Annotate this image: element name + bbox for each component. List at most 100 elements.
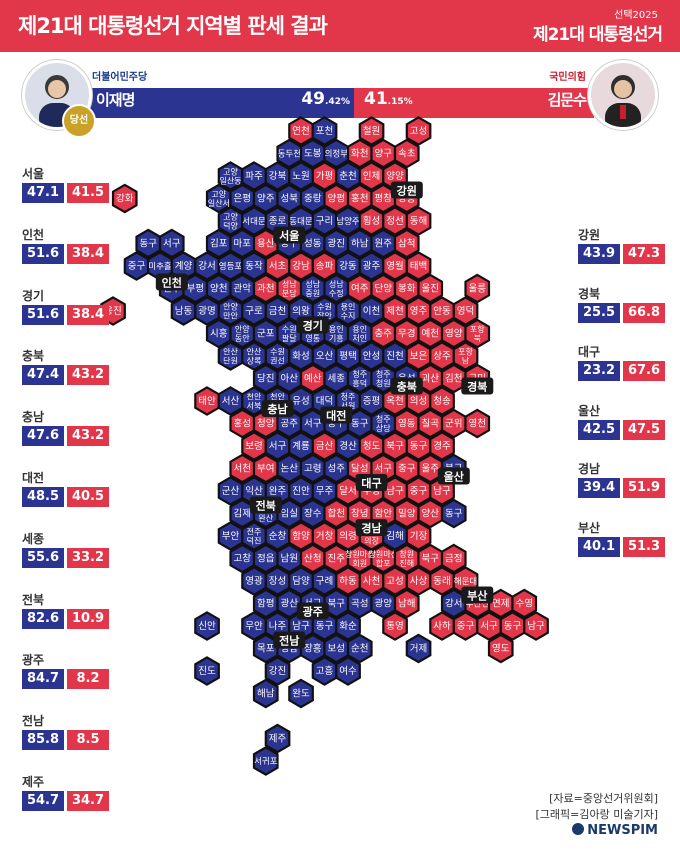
region-dem-share: 48.5 (22, 487, 64, 507)
district-hex: 예천 (417, 318, 444, 349)
region-name: 전북 (22, 592, 45, 607)
district-name: 청주 (341, 393, 356, 402)
district-name: 금천 (269, 306, 286, 317)
district-name: 남 (462, 357, 470, 366)
district-name: 도봉 (304, 149, 322, 160)
district-name: 중구 (457, 621, 475, 632)
district-name: 예천 (422, 329, 439, 340)
province-label-bg (296, 602, 329, 620)
district-name: 동안 (235, 333, 250, 343)
district-name: 남구 (527, 621, 545, 632)
province-label-bg (390, 181, 423, 199)
district-name: 덕양 (223, 221, 238, 231)
district-hex: 북구 (417, 543, 444, 574)
region-name: 인천 (22, 227, 45, 242)
district-hex: 서귀포 (252, 746, 279, 776)
district-name: 송파 (316, 261, 334, 272)
district-name: 남구 (386, 486, 404, 497)
district-name: 군위 (445, 418, 462, 430)
ppp-pct-int: 41 (364, 89, 388, 109)
district-name: 동구 (445, 509, 463, 520)
district-name: 영덕 (457, 306, 474, 317)
province-label-text: 울산 (444, 470, 464, 484)
district-hex: 시흥 (205, 318, 232, 349)
district-hex: 기장 (405, 521, 432, 551)
district-name: 서원 (341, 402, 356, 411)
district-hex-shape (417, 273, 444, 304)
district-hex: 양평 (323, 183, 350, 214)
district-name: 해운대 (454, 577, 477, 587)
district-name: 기흥 (329, 333, 344, 343)
district-hex: 서구 (476, 611, 502, 641)
region-name: 세종 (22, 531, 45, 546)
region-dem-share: 85.8 (22, 730, 64, 751)
district-hex: 단양 (370, 273, 397, 304)
district-name: 홍천 (351, 193, 368, 205)
dem-candidate-avatar (22, 60, 92, 130)
region-stat-경북: 경북 25.5 66.8 (578, 285, 668, 323)
district-hex: 고성 (382, 566, 408, 596)
province-label-bg (273, 226, 306, 244)
region-dem-share: 55.6 (22, 547, 64, 568)
district-name: 의창 (364, 536, 379, 546)
province-label-bg (437, 467, 470, 485)
district-name: 의정부 (325, 149, 349, 160)
district-name: 함평 (257, 599, 274, 610)
region-stat-서울: 서울 47.1 41.5 (22, 165, 112, 203)
district-hex-shape (111, 183, 138, 214)
district-name: 영등포 (219, 261, 243, 272)
ppp-pct-unit: % (403, 97, 413, 107)
dem-vote-bar (88, 88, 354, 118)
district-hex: 영등포 (217, 251, 244, 281)
district-name: 속초 (398, 149, 416, 160)
district-hex: 광산 (276, 588, 303, 619)
district-hex: 성북 (276, 183, 303, 214)
district-name: 안성 (363, 351, 380, 362)
district-hex: 안성 (358, 341, 385, 371)
newspim-logo-text: NEWSPIM (587, 823, 658, 838)
district-name: 함양 (292, 531, 310, 542)
district-name: 양평 (328, 194, 345, 205)
result-bar: 당선 더불어민주당 국민의힘 이재명 김문수 49.42% 41.15% (0, 60, 680, 138)
district-hex: 횡성 (358, 206, 385, 236)
district-name: 사상 (410, 576, 428, 587)
province-label-bg (296, 316, 329, 334)
district-hex: 춘천 (335, 161, 361, 191)
province-label-bg (390, 377, 423, 395)
region-stat-광주: 광주 84.7 8.2 (22, 651, 112, 690)
district-hex: 노원 (288, 161, 314, 191)
district-hex: 강화 (111, 183, 138, 214)
district-hex-shape (487, 633, 514, 664)
district-name: 동구 (140, 239, 158, 250)
province-label-text: 부산 (467, 589, 487, 603)
region-stat-전남: 전남 85.8 8.5 (22, 712, 112, 751)
district-name: 무주 (316, 486, 334, 497)
region-ppp-share: 10.9 (67, 608, 109, 629)
district-name: 광양 (375, 598, 393, 610)
district-name: 전주 (247, 527, 262, 537)
district-name: 상록 (247, 356, 262, 366)
district-name: 태안 (198, 396, 216, 407)
district-name: 화성 (292, 351, 309, 362)
province-label-bg (273, 631, 306, 649)
district-name: 영양 (445, 329, 463, 340)
province-label-text: 강원 (397, 184, 417, 198)
district-hex: 진천 (382, 341, 408, 371)
province-label: 전남 (273, 631, 306, 649)
district-name: 장수 (304, 509, 322, 520)
district-name: 보은 (410, 351, 428, 362)
district-name: 처인 (352, 333, 367, 343)
district-name: 중구 (128, 261, 146, 272)
district-hex: 여주 (346, 273, 373, 304)
district-hex: 장수 (299, 498, 326, 529)
district-hex-shape (405, 116, 432, 146)
district-name: 진해 (399, 558, 414, 568)
district-hex-shape (405, 521, 432, 551)
district-name: 제천 (386, 306, 403, 317)
page-title: 제21대 대통령선거 지역별 판세 결과 (18, 14, 328, 38)
district-name: 일산서 (208, 198, 230, 208)
